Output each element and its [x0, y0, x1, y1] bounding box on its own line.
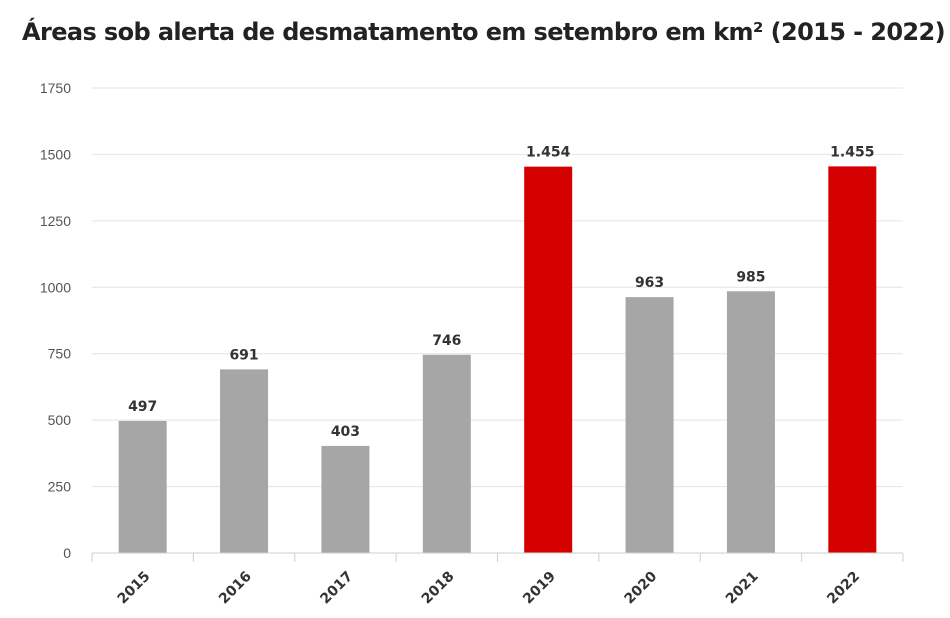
y-tick-label: 500: [48, 412, 72, 428]
grid-lines: [92, 87, 903, 488]
data-label-2019: 1.454: [526, 145, 571, 161]
y-tick-label: 250: [48, 479, 72, 495]
data-label-2021: 985: [736, 269, 765, 285]
bar-2021: [726, 291, 775, 553]
data-label-2020: 963: [635, 275, 664, 291]
y-tick-label: 1000: [40, 279, 71, 295]
x-tick-label-2020: 2020: [622, 568, 661, 607]
bar-2018: [422, 354, 471, 553]
x-tick-label-2015: 2015: [115, 569, 154, 608]
data-label-2017: 403: [331, 424, 360, 440]
y-tick-label: 1500: [40, 146, 71, 162]
y-tick-label: 750: [48, 346, 72, 362]
data-label-2022: 1.455: [830, 144, 874, 160]
bar-2016: [220, 369, 269, 553]
y-tick-label: 1750: [40, 80, 71, 96]
x-tick-label-2018: 2018: [419, 569, 458, 608]
bar-2020: [625, 297, 674, 553]
x-tick-label-2021: 2021: [723, 569, 762, 608]
y-axis-ticks: 0 250 500 750 1000 1250 1500 1750: [40, 80, 71, 561]
chart-title: Áreas sob alerta de desmatamento em sete…: [22, 18, 946, 46]
x-tick-label-2016: 2016: [216, 569, 255, 608]
data-label-2015: 497: [128, 399, 157, 415]
x-tick-label-2019: 2019: [520, 569, 559, 608]
bar-2015: [118, 420, 167, 553]
bars: [118, 166, 877, 553]
x-tick-label-2017: 2017: [317, 569, 356, 608]
x-tick-label-2022: 2022: [824, 569, 863, 608]
data-label-2018: 746: [432, 333, 461, 349]
x-axis: [91, 552, 904, 562]
y-tick-label: 0: [63, 545, 71, 561]
bar-2017: [321, 445, 370, 553]
data-label-2016: 691: [229, 347, 258, 363]
bar-2022: [828, 166, 877, 553]
data-labels: 497 691 403 746 1.454 963 985 1.455: [128, 144, 874, 440]
y-tick-label: 1250: [40, 213, 71, 229]
x-axis-ticks: 2015 2016 2017 2018 2019 2020 2021 2022: [115, 568, 863, 607]
bar-2019: [524, 166, 573, 553]
